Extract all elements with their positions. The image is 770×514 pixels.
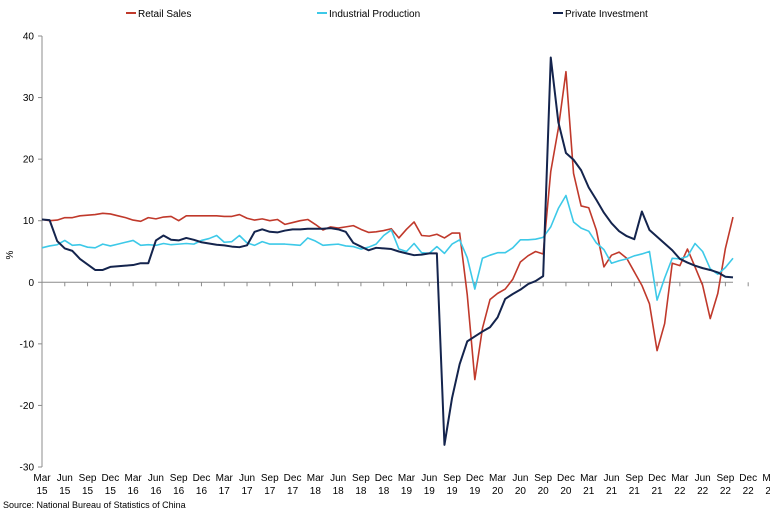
x-tick-month: Jun — [330, 473, 346, 484]
x-tick-month: Dec — [739, 473, 757, 484]
x-tick-year: 17 — [241, 486, 253, 497]
series-lines — [41, 56, 734, 446]
x-tick-year: 21 — [629, 486, 641, 497]
y-axis: -30 -20 -10 0 10 20 30 40 — [20, 32, 43, 474]
x-tick-month: Jun — [421, 473, 437, 484]
x-tick-month: Mar — [489, 473, 507, 484]
y-tick-label: 40 — [23, 32, 35, 43]
x-tick-month: Jun — [512, 473, 528, 484]
legend-label-retail-sales: Retail Sales — [138, 9, 191, 20]
y-tick-label: 30 — [23, 93, 35, 104]
x-tick-month: Jun — [695, 473, 711, 484]
x-tick-month: Dec — [648, 473, 666, 484]
x-tick-year: 18 — [333, 486, 345, 497]
x-tick-year: 15 — [82, 486, 94, 497]
x-tick-year: 19 — [446, 486, 458, 497]
series-line-private-investment — [41, 56, 734, 446]
x-tick-year: 18 — [355, 486, 367, 497]
x-tick-year: 16 — [128, 486, 140, 497]
x-tick-month: Sep — [352, 473, 370, 484]
x-tick-month: Jun — [239, 473, 255, 484]
x-tick-year: 15 — [105, 486, 117, 497]
y-tick-label: 20 — [23, 155, 35, 166]
x-tick-month: Dec — [375, 473, 393, 484]
legend-label-industrial-production: Industrial Production — [329, 9, 420, 20]
y-tick-label: -30 — [20, 463, 35, 474]
y-axis-label: % — [5, 250, 16, 259]
x-tick-month: Sep — [625, 473, 643, 484]
x-tick-year: 22 — [674, 486, 686, 497]
x-tick-month: Jun — [57, 473, 73, 484]
series-line-industrial-production — [41, 194, 734, 301]
x-tick-year: 15 — [36, 486, 48, 497]
x-tick-month: Mar — [307, 473, 325, 484]
x-tick-year: 20 — [560, 486, 572, 497]
x-tick-year: 22 — [720, 486, 732, 497]
x-tick-month: Sep — [79, 473, 97, 484]
x-tick-year: 21 — [583, 486, 595, 497]
x-tick-month: Sep — [717, 473, 735, 484]
x-tick-month: Jun — [603, 473, 619, 484]
x-tick-year: 22 — [697, 486, 709, 497]
source-note: Source: National Bureau of Statistics of… — [3, 500, 186, 510]
x-tick-month: Dec — [284, 473, 302, 484]
x-tick-year: 17 — [264, 486, 276, 497]
x-tick-year: 16 — [173, 486, 185, 497]
x-tick-year: 23 — [765, 486, 770, 497]
x-tick-month: Mar — [580, 473, 598, 484]
x-tick-year: 18 — [310, 486, 322, 497]
x-tick-month: Mar — [216, 473, 234, 484]
legend: Retail Sales Industrial Production Private… — [126, 9, 648, 20]
x-tick-year: 19 — [401, 486, 413, 497]
x-tick-year: 19 — [424, 486, 436, 497]
x-tick-month: Dec — [466, 473, 484, 484]
x-tick-month: Dec — [101, 473, 119, 484]
x-tick-year: 16 — [150, 486, 162, 497]
y-tick-label: -10 — [20, 339, 35, 350]
x-tick-month: Sep — [261, 473, 279, 484]
x-tick-month: Jun — [148, 473, 164, 484]
x-tick-month: Mar — [671, 473, 689, 484]
x-tick-year: 20 — [515, 486, 527, 497]
x-tick-month: Sep — [170, 473, 188, 484]
x-tick-year: 21 — [652, 486, 664, 497]
x-tick-year: 18 — [378, 486, 390, 497]
x-tick-year: 17 — [219, 486, 231, 497]
x-tick-year: 20 — [538, 486, 550, 497]
x-tick-month: Mar — [33, 473, 51, 484]
x-tick-year: 15 — [59, 486, 71, 497]
y-tick-label: 10 — [23, 216, 35, 227]
y-tick-label: -20 — [20, 401, 35, 412]
x-axis: Mar 15 Jun 15 Sep 15 Dec 15 Mar 16 Jun 16 Sep 16 Dec 16… — [33, 281, 770, 497]
legend-label-private-investment: Private Investment — [565, 9, 648, 20]
x-tick-year: 16 — [196, 486, 208, 497]
x-tick-month: Dec — [557, 473, 575, 484]
x-tick-year: 21 — [606, 486, 618, 497]
y-tick-label: 0 — [28, 278, 34, 289]
x-tick-month: Sep — [443, 473, 461, 484]
x-tick-month: Sep — [534, 473, 552, 484]
x-tick-year: 17 — [287, 486, 299, 497]
x-tick-year: 20 — [492, 486, 504, 497]
x-tick-month: Mar — [762, 473, 770, 484]
x-tick-month: Mar — [125, 473, 143, 484]
x-tick-month: Dec — [193, 473, 211, 484]
x-tick-year: 22 — [743, 486, 755, 497]
series-line-retail-sales — [41, 70, 734, 381]
x-tick-year: 19 — [469, 486, 481, 497]
x-tick-month: Mar — [398, 473, 416, 484]
